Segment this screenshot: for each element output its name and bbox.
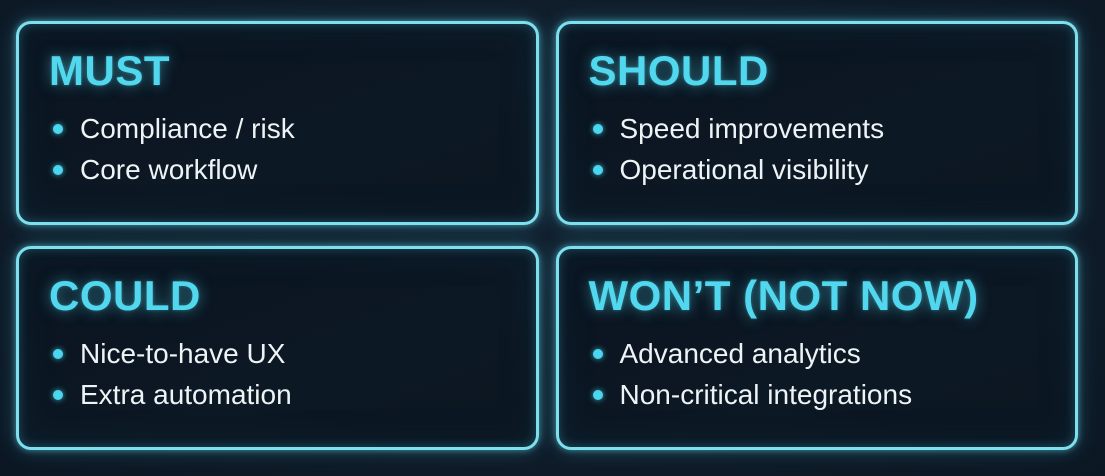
quadrant-wont: WON’T (NOT NOW) Advanced analytics Non-c… (555, 246, 1078, 450)
list-item-label: Advanced analytics (619, 338, 861, 370)
list-item: Speed improvements (589, 108, 1048, 149)
bullet-dot-icon (592, 123, 603, 134)
quadrant-wont-title: WON’T (NOT NOW) (588, 272, 979, 319)
bullet-dot-icon (53, 123, 63, 134)
quadrant-must-title: MUST (49, 47, 170, 94)
list-item-label: Non-critical integrations (619, 379, 913, 411)
quadrant-must-list: Compliance / risk Core workflow (49, 108, 508, 190)
list-item: Nice-to-have UX (49, 333, 508, 374)
bullet-dot-icon (53, 348, 63, 359)
bullet-dot-icon (592, 164, 603, 175)
quadrant-should-list: Speed improvements Operational visibilit… (589, 108, 1048, 190)
list-item-label: Compliance / risk (80, 113, 295, 145)
list-item: Operational visibility (589, 149, 1048, 190)
quadrant-must: MUST Compliance / risk Core workflow (16, 21, 539, 225)
bullet-dot-icon (592, 348, 603, 359)
quadrant-could-list: Nice-to-have UX Extra automation (49, 333, 508, 415)
quadrant-wont-list: Advanced analytics Non-critical integrat… (589, 333, 1048, 415)
bullet-dot-icon (592, 389, 603, 400)
list-item: Non-critical integrations (589, 374, 1048, 415)
bullet-dot-icon (53, 389, 63, 400)
quadrant-should-title: SHOULD (588, 47, 769, 94)
bullet-dot-icon (53, 164, 63, 175)
quadrant-should: SHOULD Speed improvements Operational vi… (555, 21, 1078, 225)
list-item: Core workflow (49, 149, 508, 190)
quadrant-could-title: COULD (49, 272, 201, 319)
list-item-label: Core workflow (80, 154, 258, 186)
list-item: Advanced analytics (589, 333, 1048, 374)
list-item-label: Speed improvements (619, 113, 885, 145)
list-item: Compliance / risk (49, 108, 508, 149)
list-item-label: Operational visibility (619, 154, 869, 186)
list-item-label: Extra automation (80, 379, 292, 411)
list-item-label: Nice-to-have UX (80, 338, 286, 370)
quadrant-could: COULD Nice-to-have UX Extra automation (16, 246, 539, 450)
list-item: Extra automation (49, 374, 508, 415)
